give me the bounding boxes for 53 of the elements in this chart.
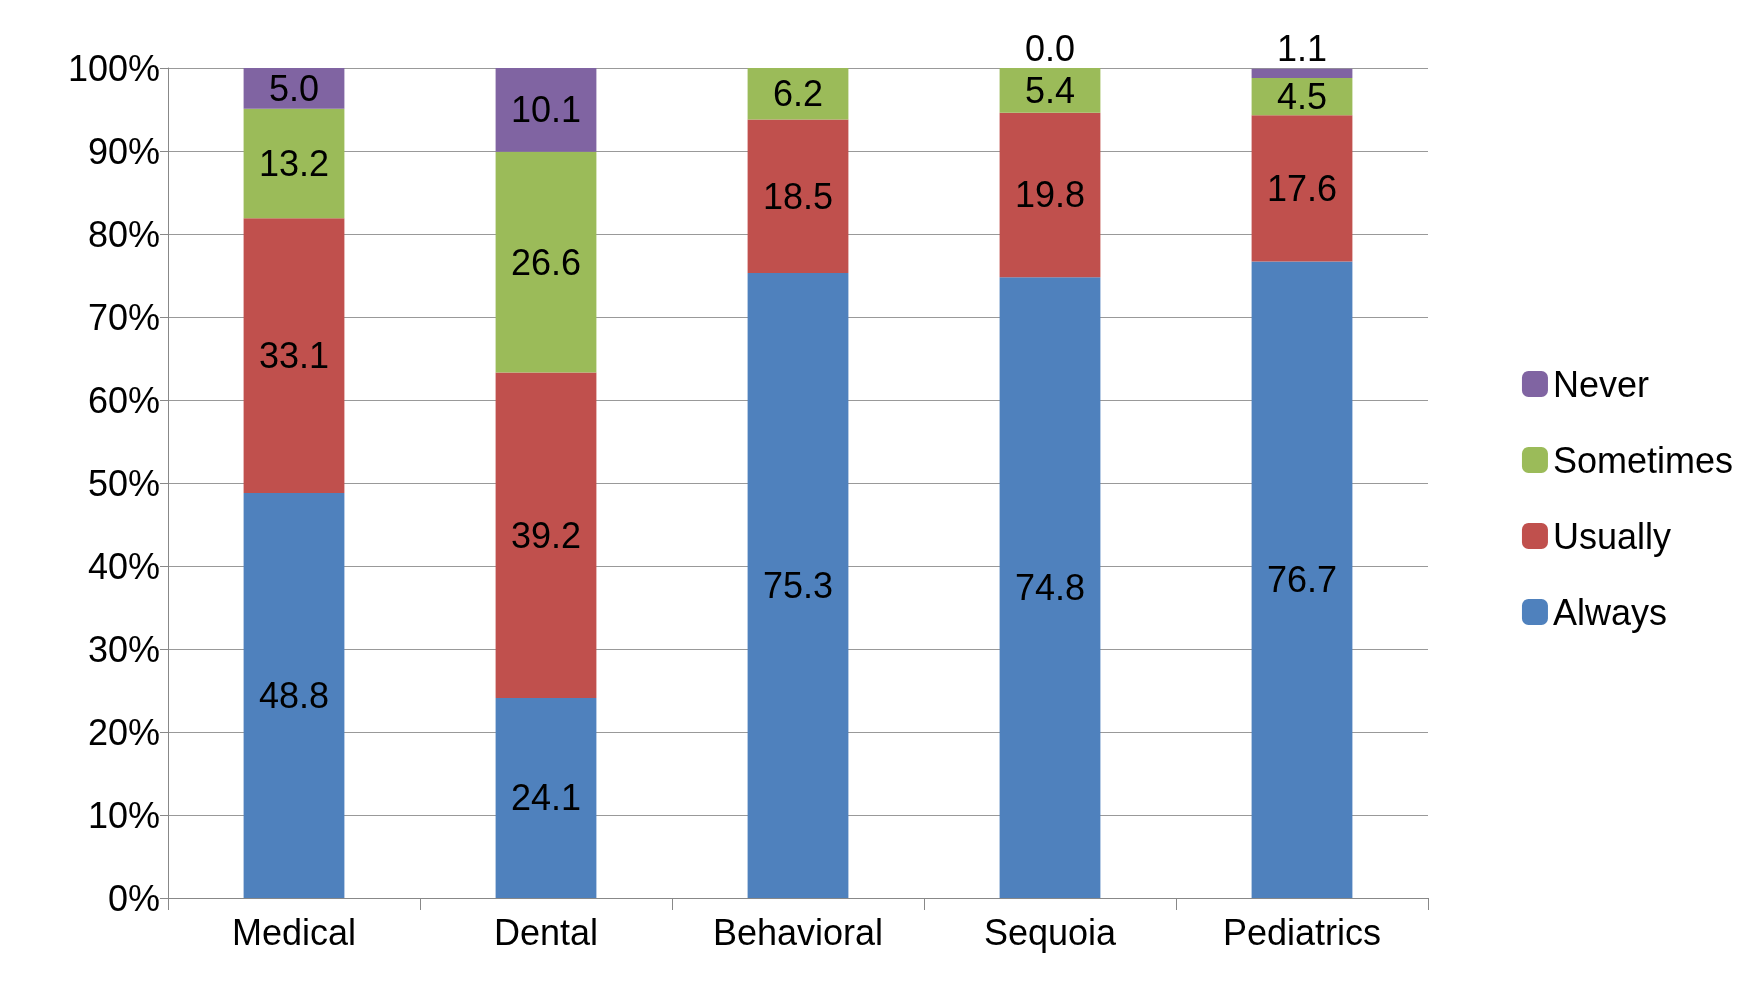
data-label: 5.0 (268, 67, 320, 109)
bar (243, 492, 345, 898)
bar (999, 112, 1101, 278)
data-label: 10.1 (510, 89, 582, 131)
bar (495, 68, 597, 152)
bar (495, 697, 597, 898)
data-label: 17.6 (1266, 167, 1338, 209)
data-label: 6.2 (772, 73, 824, 115)
data-label: 75.3 (762, 565, 834, 607)
data-label: 4.5 (1276, 76, 1328, 118)
x-tick-label: Behavioral (712, 911, 884, 953)
y-tick-label: 30% (87, 628, 160, 670)
legend-label: Sometimes (1552, 439, 1734, 481)
bar (495, 372, 597, 698)
legend-label: Usually (1552, 515, 1671, 557)
data-label: 1.1 (1276, 28, 1328, 70)
x-tick-label: Dental (493, 911, 599, 953)
data-label: 18.5 (762, 175, 834, 217)
data-label: 74.8 (1014, 567, 1086, 609)
data-label: 0.0 (1024, 27, 1076, 69)
data-label: 24.1 (510, 777, 582, 819)
bar (243, 218, 345, 493)
bar (1251, 68, 1353, 78)
y-tick-label: 0% (107, 877, 160, 919)
bar (1251, 115, 1353, 262)
bar (495, 151, 597, 373)
data-label: 76.7 (1266, 559, 1338, 601)
data-label: 13.2 (258, 142, 330, 184)
data-label: 19.8 (1014, 174, 1086, 216)
x-tick-label: Medical (231, 911, 357, 953)
data-label: 39.2 (510, 514, 582, 556)
y-tick-label: 100% (67, 47, 160, 89)
y-tick-label: 50% (87, 462, 160, 504)
y-tick-label: 20% (87, 711, 160, 753)
legend-label: Never (1552, 363, 1649, 405)
y-tick-label: 80% (87, 213, 160, 255)
data-label: 5.4 (1024, 69, 1076, 111)
bar (747, 273, 849, 898)
bar (747, 119, 849, 274)
data-label: 26.6 (510, 241, 582, 283)
legend-label: Always (1552, 591, 1667, 633)
bar (999, 277, 1101, 898)
bar (1251, 261, 1353, 898)
y-tick-label: 60% (87, 379, 160, 421)
y-tick-label: 10% (87, 794, 160, 836)
y-tick-label: 40% (87, 545, 160, 587)
data-label: 48.8 (258, 674, 330, 716)
x-tick-label: Pediatrics (1222, 911, 1382, 953)
data-label: 33.1 (258, 335, 330, 377)
y-tick-label: 90% (87, 130, 160, 172)
bar (243, 108, 345, 219)
y-tick-label: 70% (87, 296, 160, 338)
x-tick-label: Sequoia (983, 911, 1118, 953)
